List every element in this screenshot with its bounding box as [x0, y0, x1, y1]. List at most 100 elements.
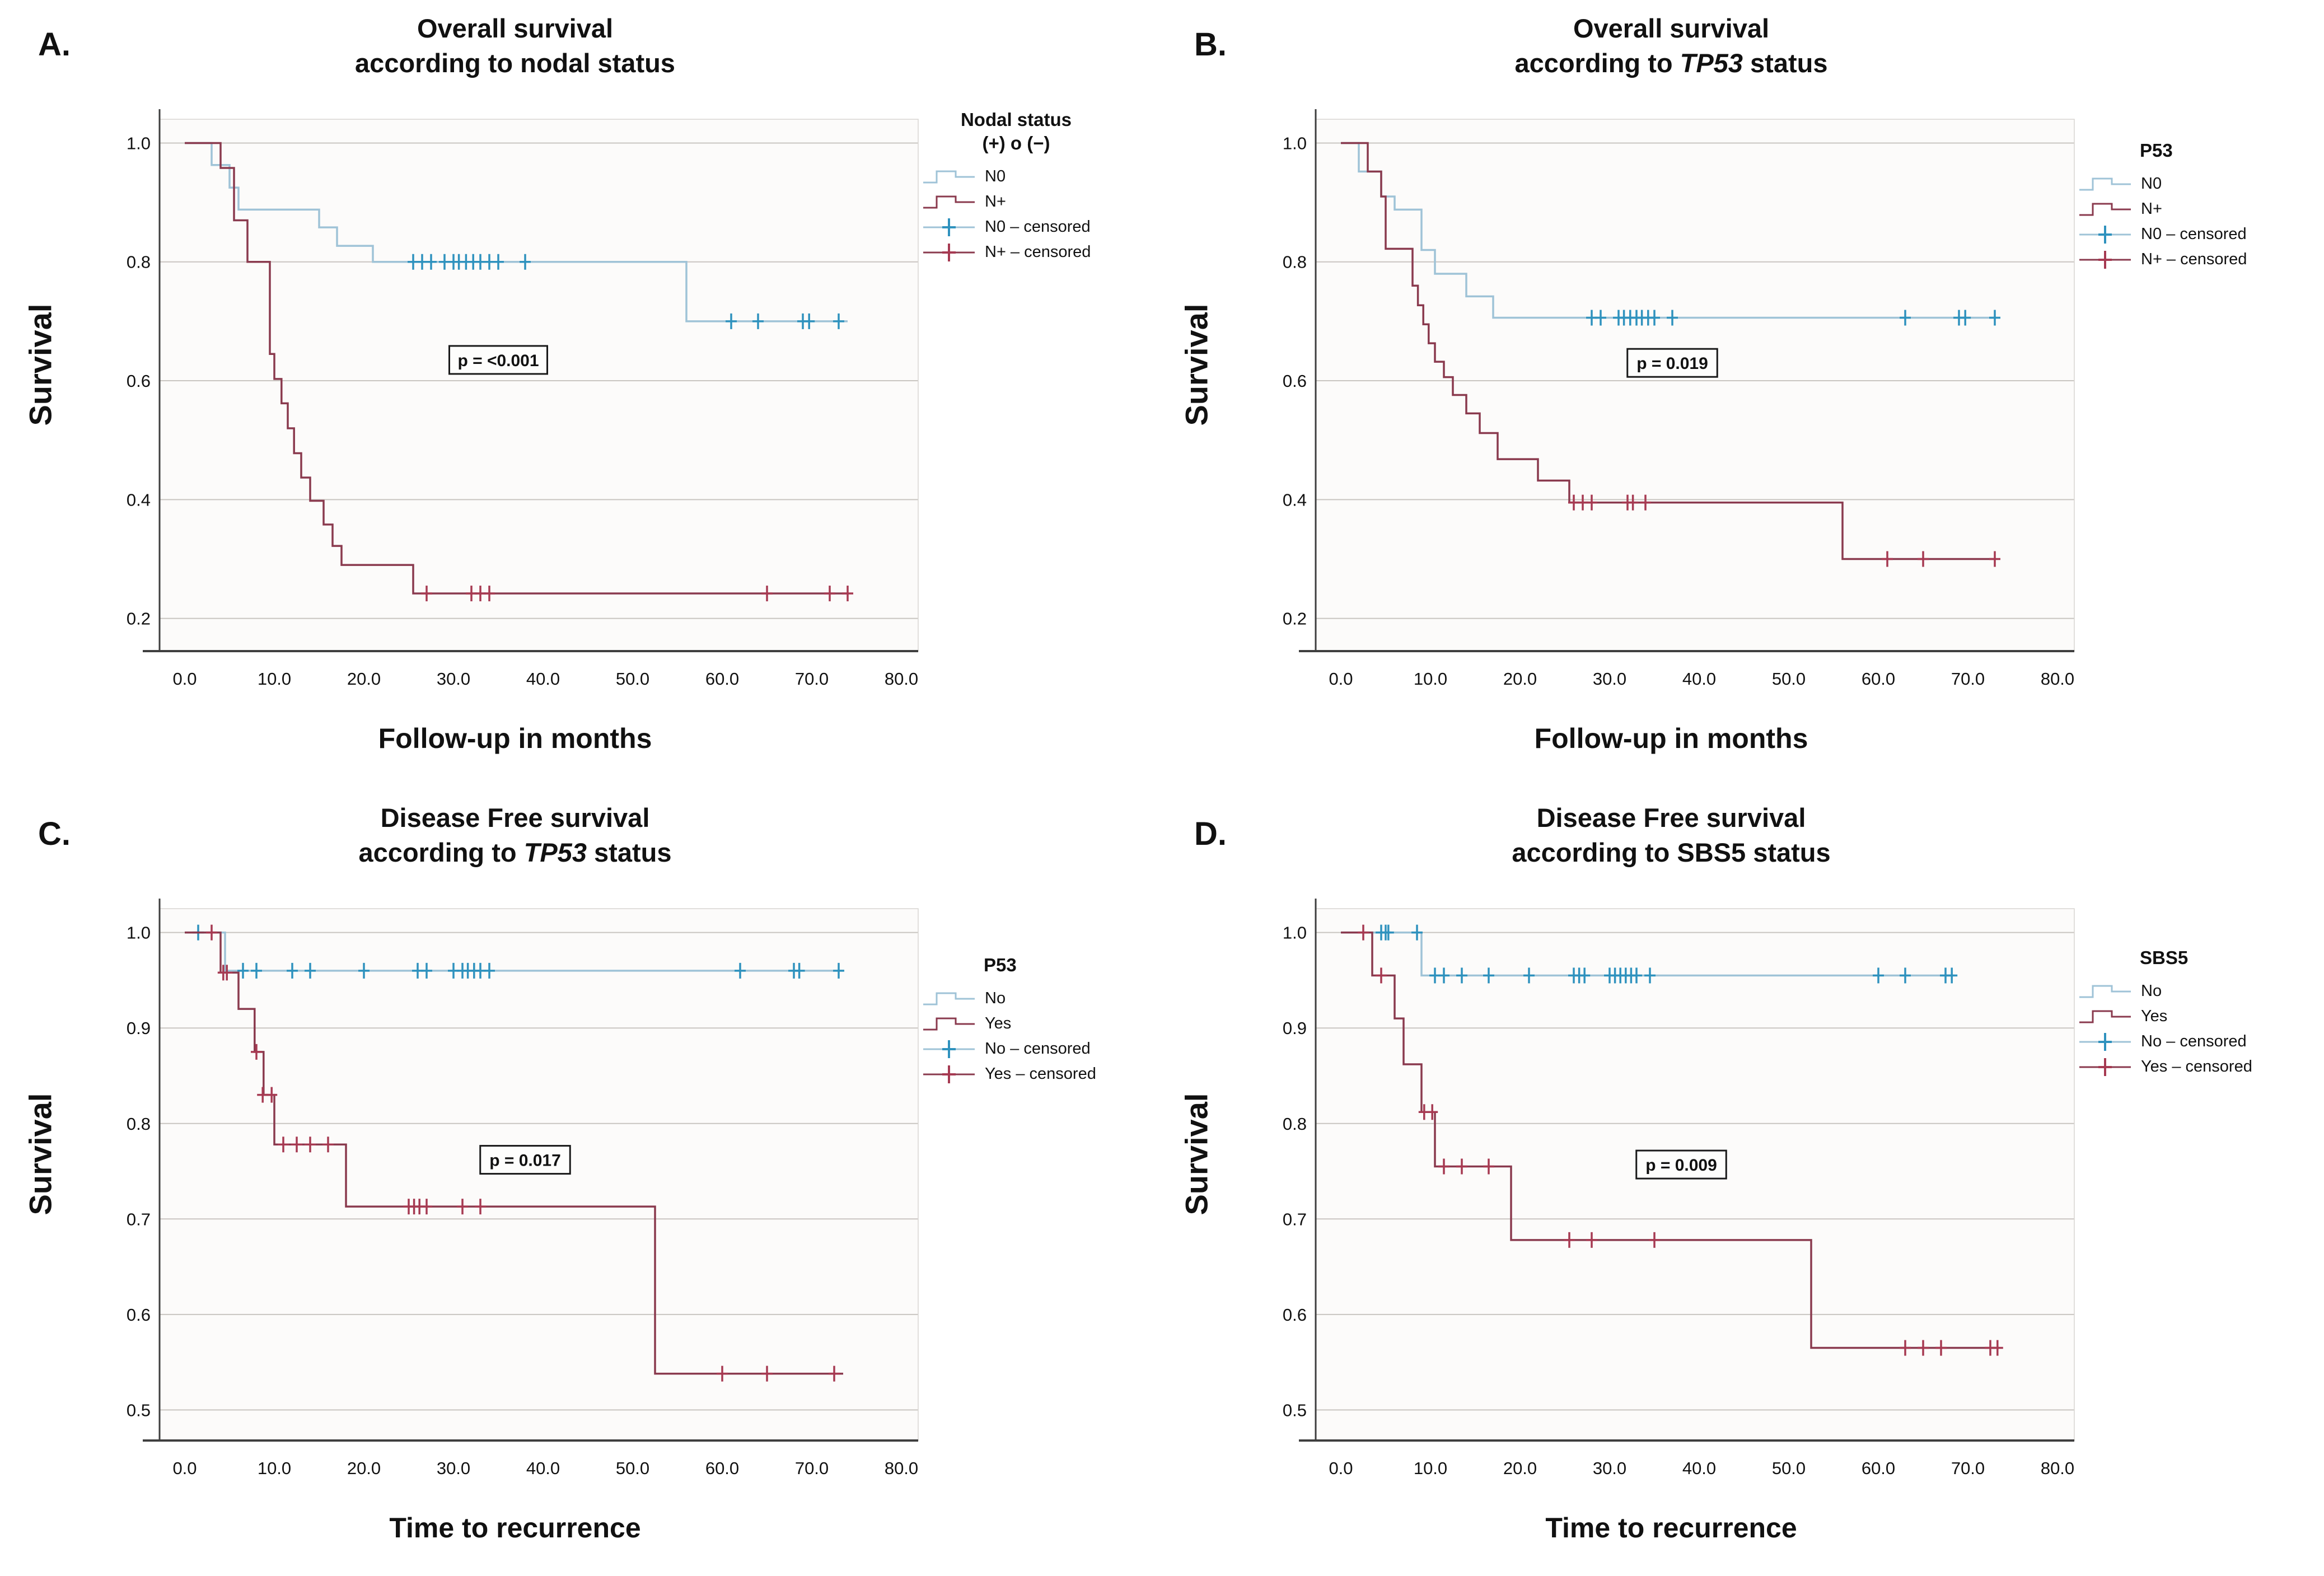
legend-entry-label: N0 – censored	[2141, 225, 2247, 243]
legend-sbs5: SBS5 No Yes No – censored Yes – censored	[2077, 946, 2324, 1079]
legend-entry-label: N0	[985, 167, 1006, 185]
x-tick-label: 0.0	[172, 669, 197, 689]
x-tick-label: 40.0	[1682, 669, 1716, 689]
legend-entry-label: N0 – censored	[985, 218, 1091, 236]
legend-title: P53	[984, 955, 1017, 975]
step-line-swatch-icon	[923, 1017, 975, 1030]
x-axis-label: Time to recurrence	[1545, 1512, 1797, 1544]
p-value-text: p = 0.009	[1645, 1156, 1717, 1175]
panel-letter-c: C.	[38, 816, 71, 852]
panel-letter-b: B.	[1194, 26, 1227, 63]
step-line-swatch-icon	[923, 195, 975, 208]
legend-entry-label: No – censored	[2141, 1032, 2247, 1050]
censor-marks-yes	[206, 924, 840, 1382]
legend-title: SBS5	[2140, 947, 2189, 968]
censor-plus-swatch-icon	[2079, 1032, 2131, 1051]
y-tick-label: 0.8	[127, 252, 151, 272]
legend-entry: Yes	[921, 1011, 1170, 1036]
panel-overall-survival-nodal: A. Overall survival according to nodal st…	[23, 4, 1170, 788]
y-tick-label: 0.6	[1283, 371, 1307, 391]
x-tick-label: 30.0	[1593, 1458, 1626, 1478]
y-tick-label: 0.6	[127, 371, 151, 391]
x-tick-label: 40.0	[526, 1458, 560, 1478]
x-tick-label: 60.0	[705, 1458, 739, 1478]
censor-marks-no	[193, 924, 844, 979]
censor-marks-n0	[408, 254, 844, 329]
title-line: Disease Free survival	[380, 803, 650, 833]
title-line: Overall survival	[1573, 13, 1770, 43]
legend-entry: N0 – censored	[2077, 222, 2324, 247]
legend-entry-label: Yes – censored	[985, 1065, 1096, 1083]
km-curve-n	[185, 142, 848, 595]
legend-nodal-status: Nodal status (+) o (−) N0 N+ N0 – censored N+…	[921, 108, 1170, 265]
x-tick-label: 50.0	[1772, 1458, 1806, 1478]
p-value-box: p = 0.017	[479, 1145, 571, 1175]
legend-entry: N+	[921, 189, 1170, 214]
y-axis-label: Survival	[1179, 1093, 1214, 1215]
legend-entry: N0	[921, 164, 1170, 189]
gridlines	[1316, 932, 2074, 1411]
title-line: Disease Free survival	[1536, 803, 1806, 833]
y-axis-label: Survival	[22, 1093, 58, 1215]
y-tick-label: 0.5	[127, 1400, 151, 1420]
legend-entry-label: No	[985, 989, 1006, 1007]
legend-entry-label: No – censored	[985, 1040, 1091, 1058]
title-line: according to nodal status	[355, 48, 675, 78]
censor-plus-swatch-icon	[923, 243, 975, 261]
x-axis-label: Time to recurrence	[389, 1512, 641, 1544]
x-tick-label: 10.0	[258, 669, 291, 689]
legend-rows: No Yes No – censored Yes – censored	[2077, 979, 2324, 1079]
x-tick-label: 20.0	[347, 1458, 381, 1478]
x-tick-label: 70.0	[795, 1458, 829, 1478]
censor-plus-swatch-icon	[923, 1065, 975, 1083]
y-tick-label: 0.8	[1283, 252, 1307, 272]
p-value-text: p = 0.019	[1636, 354, 1708, 373]
x-tick-labels: 0.0 10.0 20.0 30.0 40.0 50.0 60.0 70.0 80.0	[1329, 1458, 2074, 1478]
panel-title: Disease Free survival according to SBS5 s…	[1257, 801, 2085, 870]
step-line-swatch-icon	[923, 992, 975, 1005]
legend-entry: Yes – censored	[2077, 1054, 2324, 1079]
x-tick-label: 80.0	[885, 669, 918, 689]
panel-title: Overall survival according to nodal statu…	[101, 11, 929, 81]
x-tick-label: 70.0	[1951, 669, 1985, 689]
censor-plus-swatch-icon	[923, 1040, 975, 1058]
legend-entry: No	[921, 986, 1170, 1011]
censor-marks-n0	[1586, 310, 2000, 326]
x-tick-label: 60.0	[705, 669, 739, 689]
legend-entry: Yes – censored	[921, 1061, 1170, 1087]
y-tick-label: 0.5	[1283, 1400, 1307, 1420]
panel-letter-d: D.	[1194, 816, 1227, 852]
p-value-text: p = 0.017	[489, 1152, 561, 1170]
panel-dfs-tp53: C. Disease Free survival according to TP5…	[23, 794, 1170, 1576]
legend-entry-label: Yes	[985, 1014, 1012, 1032]
y-tick-labels: 1.0 0.9 0.8 0.7 0.6 0.5	[127, 923, 151, 1420]
x-tick-label: 80.0	[2041, 669, 2074, 689]
p-value-box: p = <0.001	[448, 345, 548, 375]
step-line-swatch-icon	[923, 170, 975, 183]
censor-marks-no	[1376, 924, 1958, 984]
legend-title: P53	[2140, 140, 2173, 161]
y-tick-label: 0.8	[127, 1114, 151, 1134]
legend-entry: No	[2077, 979, 2324, 1004]
x-tick-label: 50.0	[616, 1458, 649, 1478]
p-value-box: p = 0.009	[1635, 1149, 1727, 1180]
censor-plus-swatch-icon	[923, 218, 975, 236]
title-line: according to TP53 status	[1514, 48, 1828, 78]
step-line-swatch-icon	[2079, 985, 2131, 998]
y-tick-labels: 1.0 0.9 0.8 0.7 0.6 0.5	[1283, 923, 1307, 1420]
legend-rows: N0 N+ N0 – censored N+ – censored	[2077, 171, 2324, 272]
y-tick-label: 0.6	[1283, 1305, 1307, 1325]
p-value-text: p = <0.001	[457, 352, 539, 370]
legend-entry-label: N+	[2141, 200, 2162, 218]
y-tick-label: 0.4	[1283, 490, 1307, 509]
x-tick-label: 50.0	[1772, 669, 1806, 689]
panel-title: Disease Free survival according to TP53 s…	[101, 801, 929, 870]
p-value-box: p = 0.019	[1626, 348, 1718, 378]
panel-dfs-sbs5: D. Disease Free survival according to SBS…	[1179, 794, 2324, 1576]
y-tick-label: 0.7	[1283, 1209, 1307, 1229]
x-tick-label: 40.0	[526, 669, 560, 689]
y-tick-label: 0.2	[1283, 609, 1307, 629]
censor-marks-n	[1568, 494, 2000, 567]
panel-title: Overall survival according to TP53 status	[1257, 11, 2085, 81]
